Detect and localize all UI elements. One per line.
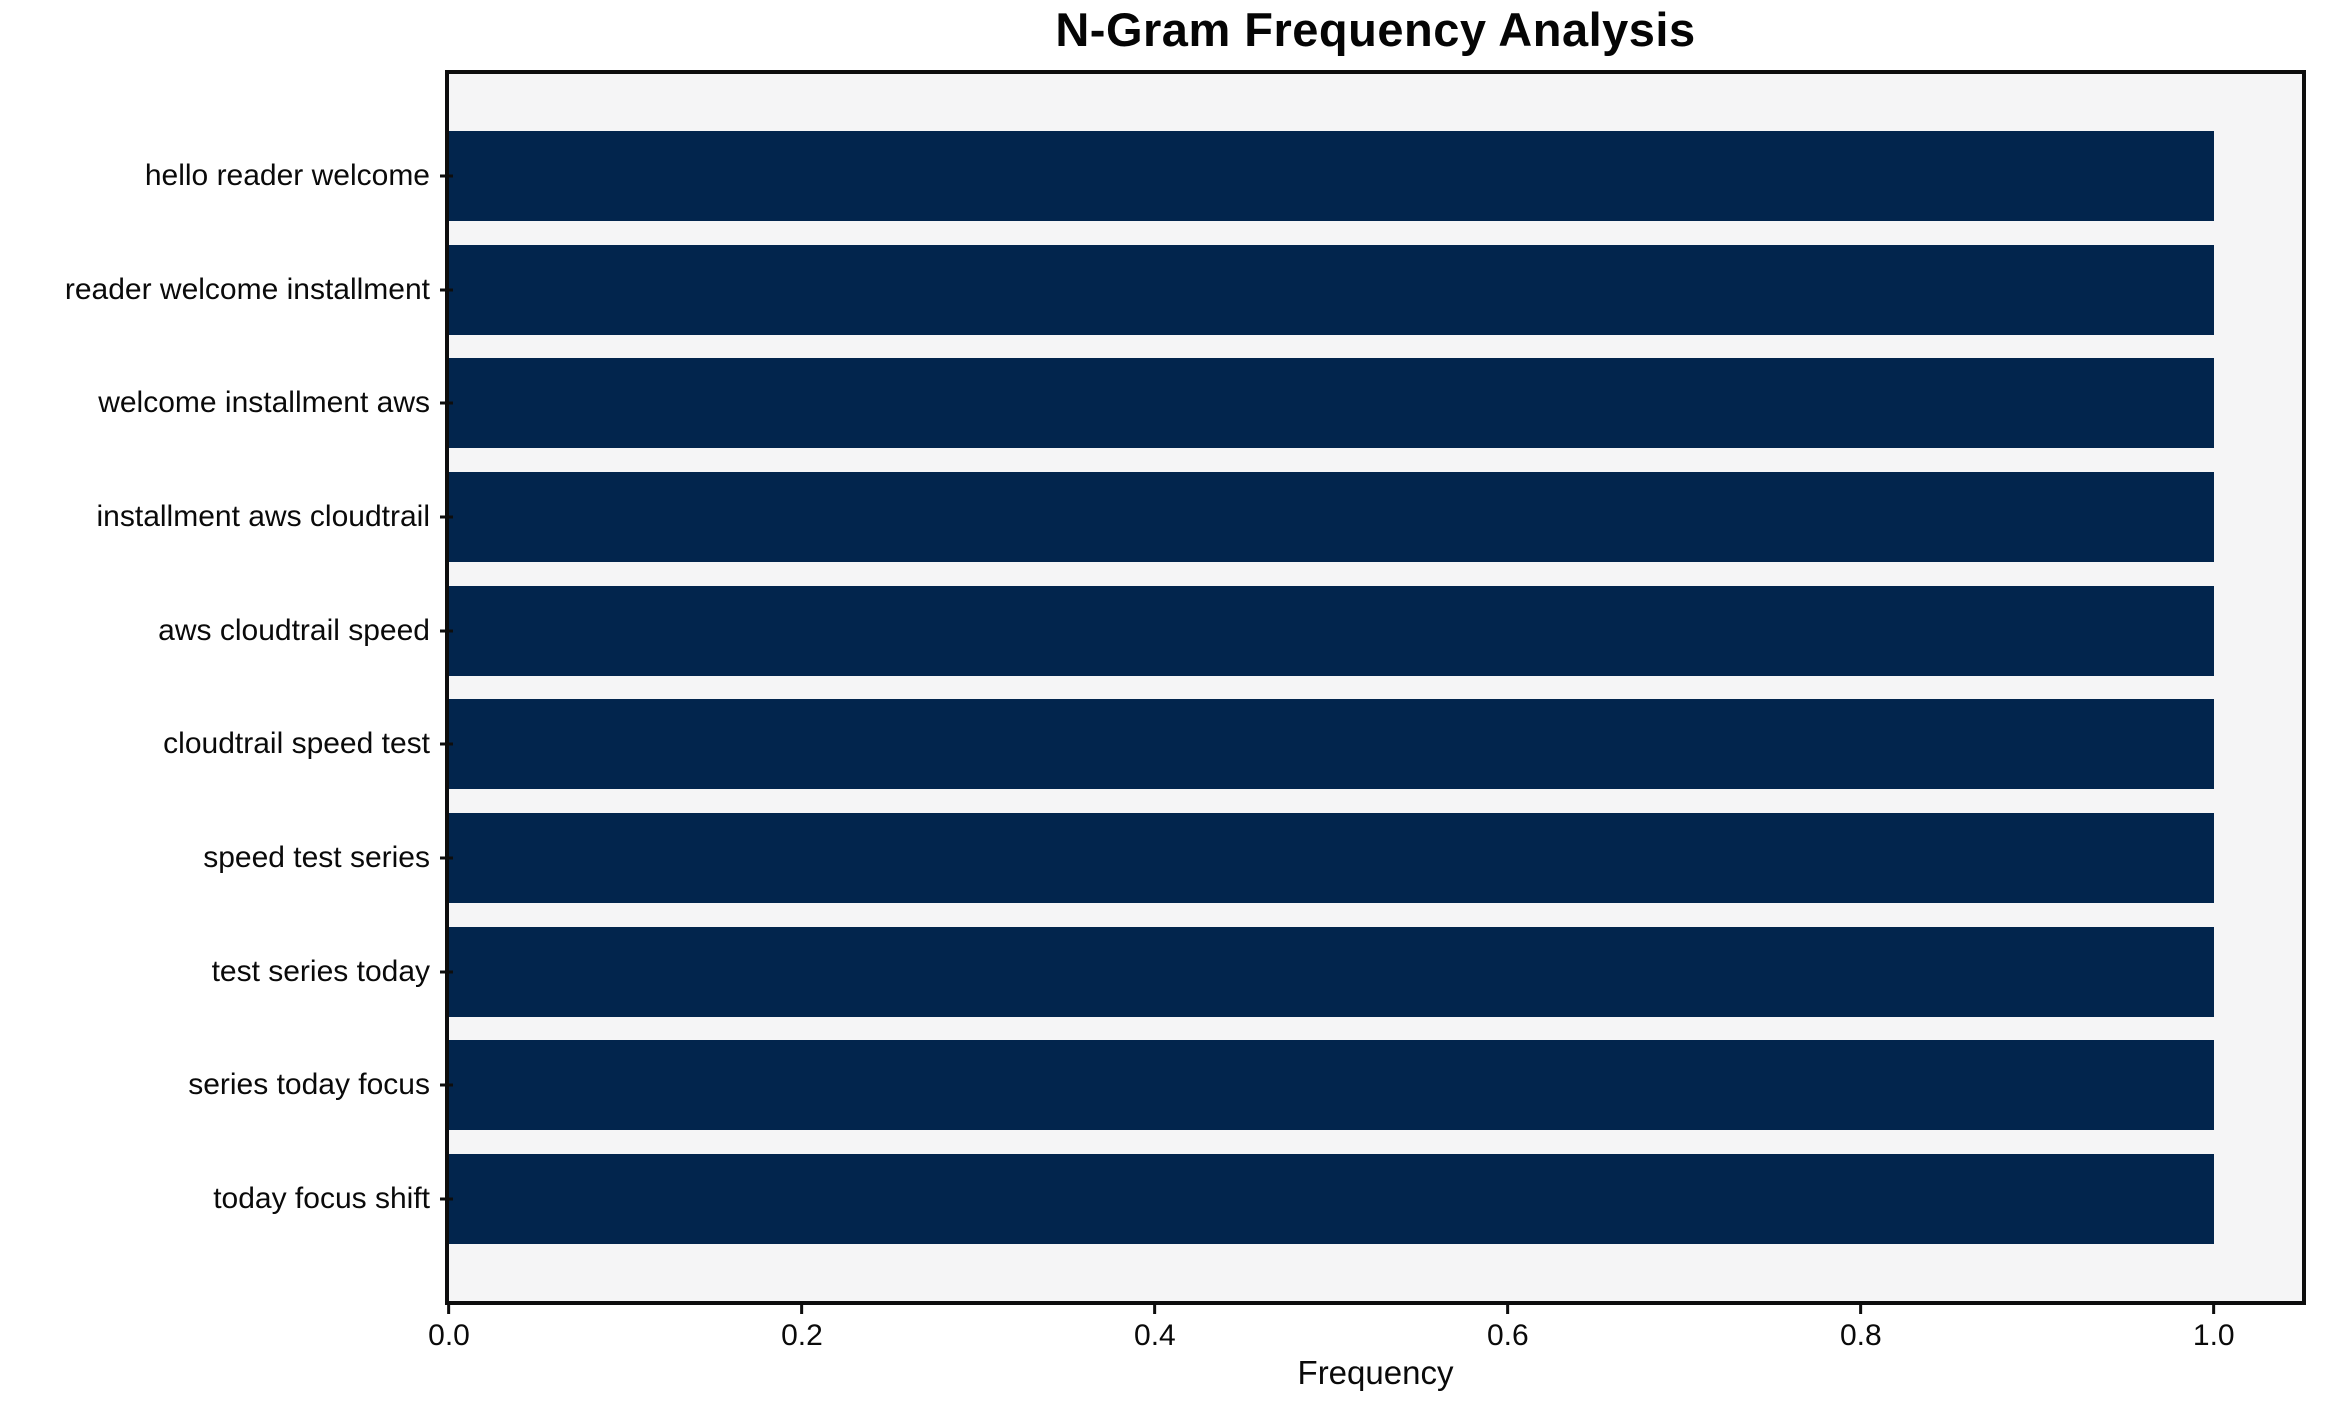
- bar: [449, 471, 2214, 562]
- y-tick-label: speed test series: [203, 841, 430, 875]
- y-tick-label: reader welcome installment: [64, 272, 430, 306]
- y-tick-label: test series today: [211, 954, 430, 988]
- plot-rows: hello reader welcome reader welcome insta…: [65, 74, 2302, 1301]
- chart-title: N-Gram Frequency Analysis: [1055, 3, 1696, 56]
- y-tick-mark: [440, 515, 453, 519]
- x-tick: 0.0: [428, 1301, 470, 1353]
- x-tick-mark: [2212, 1301, 2216, 1314]
- y-tick-label: aws cloudtrail speed: [158, 613, 430, 647]
- x-tick-label: 0.4: [1134, 1319, 1176, 1352]
- x-tick: 0.6: [1487, 1301, 1529, 1353]
- x-tick-mark: [1153, 1301, 1157, 1314]
- y-tick-mark: [440, 629, 453, 633]
- y-tick-mark: [440, 1083, 453, 1087]
- y-tick-label: welcome installment aws: [98, 386, 430, 420]
- bar-row: reader welcome installment: [65, 233, 2302, 347]
- x-tick-mark: [800, 1301, 804, 1314]
- x-tick: 0.2: [781, 1301, 823, 1353]
- bar: [449, 585, 2214, 676]
- bar: [449, 926, 2214, 1017]
- x-tick: 1.0: [2193, 1301, 2235, 1353]
- x-tick: 0.8: [1840, 1301, 1882, 1353]
- bar: [449, 130, 2214, 221]
- y-tick-mark: [440, 174, 453, 178]
- x-tick-label: 0.2: [781, 1319, 823, 1352]
- x-tick-mark: [447, 1301, 451, 1314]
- bar-row: welcome installment aws: [98, 346, 2302, 460]
- y-tick-mark: [440, 856, 453, 860]
- x-tick-mark: [1859, 1301, 1863, 1314]
- bar: [449, 244, 2214, 335]
- y-tick-label: today focus shift: [213, 1182, 430, 1216]
- y-tick-label: series today focus: [188, 1068, 430, 1102]
- x-tick-label: 1.0: [2192, 1319, 2235, 1352]
- bar: [449, 1040, 2214, 1131]
- bar: [449, 1154, 2214, 1245]
- x-axis-title: Frequency: [1297, 1354, 1454, 1391]
- x-tick-label: 0.0: [428, 1319, 470, 1352]
- y-tick-label: hello reader welcome: [144, 158, 430, 192]
- y-tick-mark: [440, 288, 453, 292]
- bar-row: test series today: [212, 915, 2302, 1029]
- x-tick-label: 0.6: [1486, 1319, 1529, 1352]
- plot-area: hello reader welcome reader welcome insta…: [65, 70, 2306, 1391]
- x-tick: 0.4: [1134, 1301, 1176, 1353]
- bar-row: speed test series: [203, 801, 2302, 915]
- bar-row: cloudtrail speed test: [163, 688, 2302, 802]
- x-tick-label: 0.8: [1839, 1319, 1882, 1352]
- bar: [449, 358, 2214, 449]
- bar-row: series today focus: [188, 1029, 2302, 1143]
- y-tick-mark: [440, 742, 453, 746]
- y-tick-mark: [440, 970, 453, 974]
- bar: [449, 813, 2214, 904]
- y-tick-label: installment aws cloudtrail: [96, 499, 430, 533]
- y-tick-mark: [440, 401, 453, 405]
- y-tick-mark: [440, 1197, 453, 1201]
- bar: [449, 699, 2214, 790]
- x-tick-mark: [1506, 1301, 1510, 1314]
- bar-row: aws cloudtrail speed: [158, 574, 2302, 688]
- y-tick-label: cloudtrail speed test: [163, 727, 430, 761]
- bar-row: hello reader welcome: [145, 119, 2302, 233]
- bar-row: today focus shift: [213, 1142, 2302, 1256]
- bar-row: installment aws cloudtrail: [97, 460, 2302, 574]
